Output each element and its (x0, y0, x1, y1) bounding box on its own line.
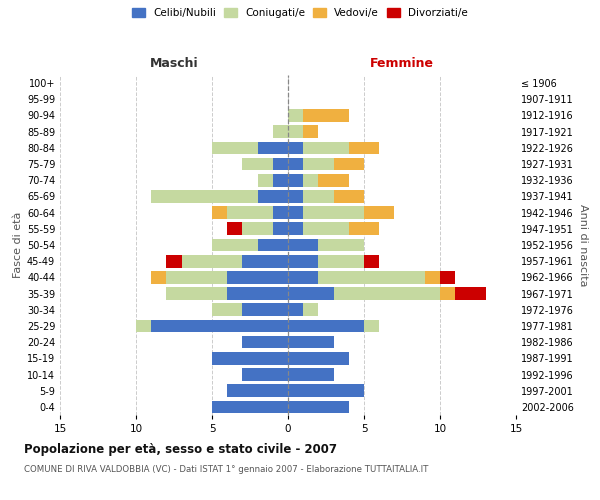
Bar (212, 352, 288, 364)
Bar (319, 174, 349, 186)
Bar (288, 320, 364, 332)
Bar (288, 336, 334, 348)
Bar (440, 271, 455, 283)
Bar (212, 142, 257, 154)
Y-axis label: Fasce di età: Fasce di età (13, 212, 23, 278)
Bar (334, 288, 440, 300)
Bar (242, 304, 288, 316)
Bar (288, 255, 319, 268)
Bar (151, 320, 288, 332)
Bar (242, 222, 273, 235)
Bar (364, 320, 379, 332)
Bar (440, 288, 455, 300)
Bar (319, 255, 364, 268)
Bar (288, 158, 303, 170)
Y-axis label: Anni di nascita: Anni di nascita (578, 204, 588, 286)
Bar (288, 400, 349, 413)
Bar (273, 174, 288, 186)
Bar (303, 222, 349, 235)
Bar (288, 352, 349, 364)
Bar (151, 271, 166, 283)
Bar (257, 238, 288, 252)
Bar (303, 109, 349, 122)
Bar (288, 190, 303, 202)
Text: Maschi: Maschi (149, 57, 199, 70)
Bar (349, 222, 379, 235)
Bar (136, 320, 151, 332)
Bar (303, 190, 334, 202)
Bar (288, 304, 303, 316)
Bar (273, 158, 288, 170)
Bar (334, 190, 364, 202)
Bar (212, 238, 257, 252)
Bar (319, 238, 364, 252)
Bar (288, 174, 303, 186)
Bar (349, 142, 379, 154)
Bar (303, 142, 349, 154)
Bar (227, 206, 273, 219)
Bar (334, 158, 364, 170)
Bar (288, 384, 364, 397)
Bar (288, 142, 303, 154)
Bar (166, 288, 227, 300)
Bar (288, 271, 319, 283)
Bar (364, 255, 379, 268)
Bar (212, 400, 288, 413)
Bar (257, 190, 288, 202)
Bar (288, 222, 303, 235)
Bar (273, 126, 288, 138)
Bar (227, 222, 242, 235)
Bar (364, 206, 394, 219)
Bar (303, 206, 364, 219)
Bar (303, 304, 319, 316)
Legend: Celibi/Nubili, Coniugati/e, Vedovi/e, Divorziati/e: Celibi/Nubili, Coniugati/e, Vedovi/e, Di… (129, 5, 471, 21)
Text: Femmine: Femmine (370, 57, 434, 70)
Bar (455, 288, 485, 300)
Bar (212, 304, 242, 316)
Bar (166, 255, 182, 268)
Bar (212, 206, 227, 219)
Bar (303, 126, 319, 138)
Bar (425, 271, 440, 283)
Bar (288, 206, 303, 219)
Text: Popolazione per età, sesso e stato civile - 2007: Popolazione per età, sesso e stato civil… (24, 442, 337, 456)
Bar (227, 384, 288, 397)
Bar (257, 174, 273, 186)
Bar (273, 222, 288, 235)
Bar (288, 238, 319, 252)
Bar (242, 255, 288, 268)
Bar (166, 271, 227, 283)
Text: COMUNE DI RIVA VALDOBBIA (VC) - Dati ISTAT 1° gennaio 2007 - Elaborazione TUTTAI: COMUNE DI RIVA VALDOBBIA (VC) - Dati IST… (24, 465, 428, 474)
Bar (242, 336, 288, 348)
Bar (227, 288, 288, 300)
Bar (303, 174, 319, 186)
Bar (303, 158, 334, 170)
Bar (288, 368, 334, 381)
Bar (288, 126, 303, 138)
Bar (227, 271, 288, 283)
Bar (288, 288, 334, 300)
Bar (242, 368, 288, 381)
Bar (319, 271, 425, 283)
Bar (151, 190, 257, 202)
Bar (242, 158, 273, 170)
Bar (273, 206, 288, 219)
Bar (257, 142, 288, 154)
Bar (288, 109, 303, 122)
Bar (182, 255, 242, 268)
